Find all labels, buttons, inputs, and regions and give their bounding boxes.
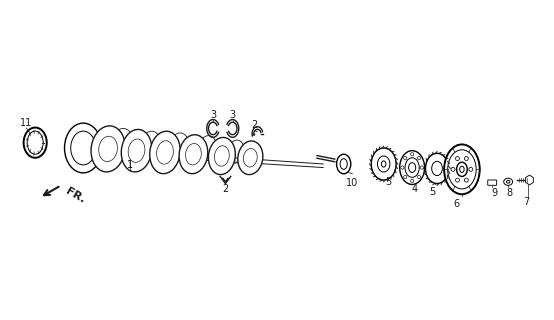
Ellipse shape [425, 153, 449, 184]
Ellipse shape [504, 178, 512, 185]
Circle shape [404, 175, 407, 179]
Ellipse shape [186, 143, 201, 165]
Ellipse shape [170, 133, 189, 159]
Ellipse shape [456, 162, 467, 176]
Ellipse shape [460, 166, 464, 172]
Ellipse shape [382, 161, 386, 167]
Ellipse shape [91, 126, 125, 172]
Ellipse shape [214, 146, 229, 166]
Circle shape [411, 179, 414, 182]
Text: 9: 9 [492, 188, 498, 198]
Text: 5: 5 [385, 177, 391, 187]
Ellipse shape [24, 128, 47, 158]
Ellipse shape [448, 150, 476, 189]
Ellipse shape [371, 148, 396, 180]
Ellipse shape [64, 123, 102, 173]
Ellipse shape [238, 141, 263, 175]
Text: 2: 2 [252, 120, 258, 130]
Circle shape [464, 156, 468, 161]
Circle shape [451, 167, 455, 171]
Ellipse shape [111, 129, 133, 157]
Ellipse shape [141, 131, 161, 158]
Text: FR.: FR. [64, 186, 86, 205]
Ellipse shape [199, 136, 217, 160]
Circle shape [455, 178, 459, 182]
Text: 7: 7 [523, 197, 529, 207]
Text: 6: 6 [454, 199, 460, 209]
Text: 1: 1 [127, 160, 134, 171]
Ellipse shape [340, 159, 347, 169]
Text: 8: 8 [507, 188, 513, 198]
Ellipse shape [208, 137, 235, 175]
Circle shape [420, 166, 423, 169]
Circle shape [411, 153, 414, 156]
Ellipse shape [228, 140, 244, 163]
Text: 3: 3 [229, 110, 235, 120]
Ellipse shape [99, 136, 117, 162]
Text: 2: 2 [222, 184, 229, 194]
Circle shape [469, 167, 473, 171]
Ellipse shape [432, 161, 442, 176]
Circle shape [418, 175, 420, 179]
Ellipse shape [27, 131, 43, 154]
Polygon shape [526, 175, 534, 185]
Ellipse shape [128, 139, 145, 162]
Ellipse shape [71, 131, 96, 165]
Ellipse shape [243, 148, 257, 167]
Ellipse shape [150, 131, 180, 174]
FancyBboxPatch shape [488, 180, 496, 185]
Ellipse shape [157, 141, 173, 164]
Circle shape [464, 178, 468, 182]
Ellipse shape [377, 156, 390, 172]
Circle shape [404, 156, 407, 160]
Ellipse shape [506, 180, 510, 183]
Ellipse shape [337, 154, 351, 174]
Text: 3: 3 [210, 110, 216, 120]
Ellipse shape [409, 163, 416, 172]
Circle shape [418, 156, 420, 160]
Ellipse shape [121, 129, 152, 172]
Text: 4: 4 [412, 184, 418, 194]
Ellipse shape [444, 144, 480, 194]
Text: 11: 11 [20, 118, 32, 128]
Ellipse shape [405, 158, 419, 177]
Circle shape [401, 166, 404, 169]
Ellipse shape [399, 151, 424, 184]
Ellipse shape [179, 135, 208, 174]
Circle shape [455, 156, 459, 161]
Text: 5: 5 [429, 187, 435, 197]
Text: 10: 10 [346, 178, 358, 188]
